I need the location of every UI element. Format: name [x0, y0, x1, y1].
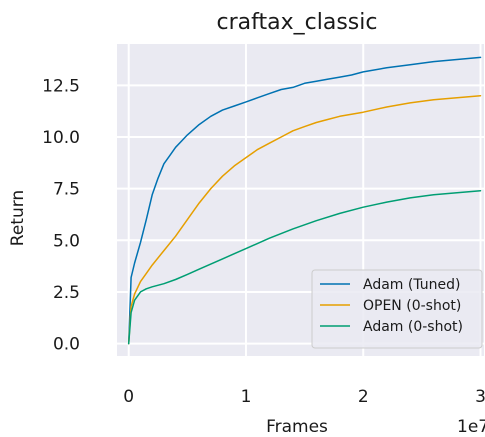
legend-box: [311, 269, 483, 349]
legend-label: Adam (0-shot): [363, 319, 463, 335]
y-tick-label: 12.5: [42, 76, 80, 96]
y-tick-label: 10.0: [42, 128, 80, 148]
x-axis-scale-label: 1e7: [457, 417, 485, 437]
x-tick-label: 1: [241, 387, 252, 407]
x-tick-label: 3: [475, 387, 485, 407]
series-line-2: [127, 189, 482, 345]
y-tick-label: 0.0: [53, 335, 80, 355]
x-tick-labels: 0 1 2 3: [123, 387, 485, 407]
series-line-0: [127, 56, 482, 345]
y-tick-label: 7.5: [53, 180, 80, 200]
x-tick-label: 0: [123, 387, 134, 407]
legend: Adam (Tuned) OPEN (0-shot) Adam (0-shot): [311, 269, 483, 349]
series-lines: [127, 56, 482, 345]
legend-label: OPEN (0-shot): [363, 298, 461, 314]
legend-label: Adam (Tuned): [363, 277, 460, 293]
x-tick-label: 2: [358, 387, 369, 407]
series-line-1: [127, 94, 482, 345]
y-tick-label: 2.5: [53, 283, 80, 303]
x-axis-label: Frames: [266, 417, 328, 437]
chart-title: craftax_classic: [217, 10, 378, 35]
y-axis-label: Return: [8, 190, 28, 246]
y-tick-labels: 0.0 2.5 5.0 7.5 10.0 12.5: [42, 76, 80, 354]
y-tick-label: 5.0: [53, 231, 80, 251]
